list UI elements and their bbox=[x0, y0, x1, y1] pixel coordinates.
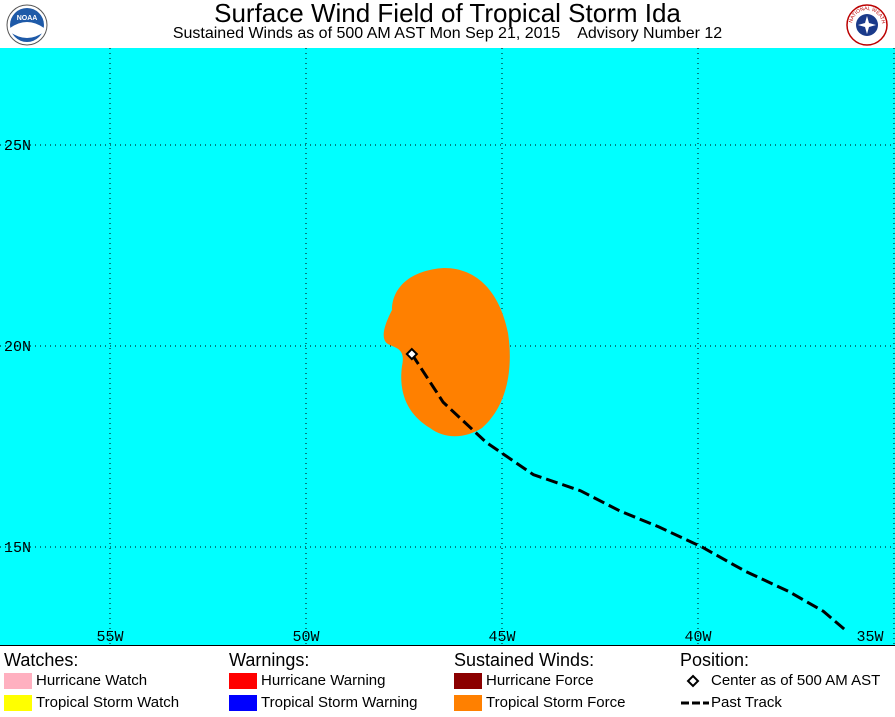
legend: Watches: Hurricane Watch Tropical Storm … bbox=[0, 645, 895, 717]
latitude-label: 20N bbox=[4, 339, 31, 356]
noaa-logo: NOAA bbox=[6, 4, 48, 46]
nws-logo: NATIONAL WEATHER SERVICE bbox=[846, 4, 888, 46]
noaa-logo-text: NOAA bbox=[17, 15, 38, 22]
legend-tropical-storm-force-label: Tropical Storm Force bbox=[486, 694, 626, 711]
longitude-label: 50W bbox=[292, 629, 319, 645]
latitude-label: 25N bbox=[4, 138, 31, 155]
legend-tropical-storm-watch-label: Tropical Storm Watch bbox=[36, 694, 180, 711]
longitude-label: 45W bbox=[488, 629, 515, 645]
legend-hurricane-force-label: Hurricane Force bbox=[486, 672, 594, 689]
longitude-label: 35W bbox=[856, 629, 883, 645]
legend-watches-heading: Watches: bbox=[4, 650, 79, 670]
storm-center-diamond bbox=[405, 347, 419, 361]
legend-tropical-storm-watch-swatch bbox=[4, 695, 32, 711]
latitude-label: 15N bbox=[4, 540, 31, 557]
map-title: Surface Wind Field of Tropical Storm Ida bbox=[214, 0, 681, 28]
dashed-line-icon bbox=[681, 701, 709, 705]
legend-winds-heading: Sustained Winds: bbox=[454, 650, 595, 670]
graticule bbox=[0, 48, 895, 645]
longitude-label: 55W bbox=[96, 629, 123, 645]
legend-hurricane-warning-label: Hurricane Warning bbox=[261, 672, 386, 689]
legend-warnings-heading: Warnings: bbox=[229, 650, 310, 670]
legend-hurricane-watch-label: Hurricane Watch bbox=[36, 672, 148, 689]
header: NOAA Surface Wind Field of Tropical Stor… bbox=[0, 0, 895, 48]
legend-position-heading: Position: bbox=[680, 650, 750, 670]
legend-tropical-storm-warning-label: Tropical Storm Warning bbox=[261, 694, 418, 711]
legend-hurricane-force-swatch bbox=[454, 673, 482, 689]
legend-hurricane-warning-swatch bbox=[229, 673, 257, 689]
map-subtitle: Sustained Winds as of 500 AM AST Mon Sep… bbox=[172, 25, 723, 42]
longitude-label: 40W bbox=[684, 629, 711, 645]
storm-map: 55W 50W 45W 40W 35W 25N 20N 15N bbox=[0, 48, 895, 645]
axis-labels: 55W 50W 45W 40W 35W 25N 20N 15N bbox=[4, 138, 884, 645]
legend-tropical-storm-force-swatch bbox=[454, 695, 482, 711]
past-track-line bbox=[410, 353, 848, 633]
tropical-storm-force-wind-field bbox=[383, 268, 510, 437]
legend-center-label: Center as of 500 AM AST bbox=[711, 672, 881, 689]
legend-past-track-label: Past Track bbox=[711, 694, 782, 711]
diamond-icon bbox=[686, 674, 700, 688]
legend-hurricane-watch-swatch bbox=[4, 673, 32, 689]
legend-tropical-storm-warning-swatch bbox=[229, 695, 257, 711]
storm-center-marker bbox=[405, 347, 419, 361]
